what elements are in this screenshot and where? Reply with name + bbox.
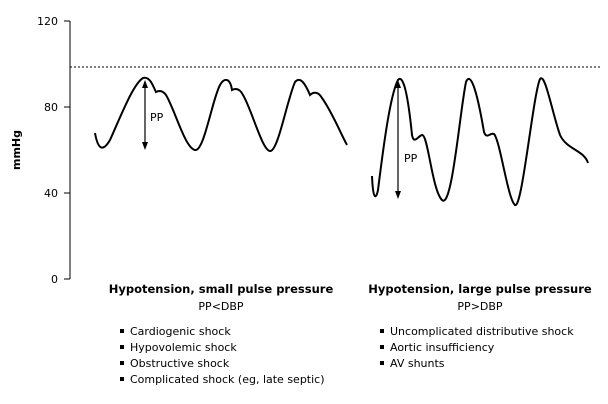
bullet-icon (380, 361, 384, 365)
causes-list-small-pp: Cardiogenic shock Hypovolemic shock Obst… (120, 324, 325, 388)
causes-list-large-pp: Uncomplicated distributive shock Aortic … (380, 324, 574, 372)
waveform-small-pulse-pressure (94, 76, 348, 152)
y-tick-label: 120 (37, 15, 58, 28)
list-item: Complicated shock (eg, late septic) (120, 372, 325, 388)
bullet-icon (120, 361, 124, 365)
bullet-icon (380, 345, 384, 349)
bullet-icon (120, 329, 124, 333)
pp-label-left: PP (150, 111, 164, 124)
bullet-icon (380, 329, 384, 333)
y-tick-label: 80 (44, 101, 58, 114)
panel-title-small-pp: Hypotension, small pulse pressure (108, 282, 334, 296)
pp-arrowhead-down-right (395, 191, 401, 199)
list-item: Obstructive shock (120, 356, 325, 372)
list-item: Uncomplicated distributive shock (380, 324, 574, 340)
waveform-large-pulse-pressure (371, 77, 589, 207)
panel-subtitle-large-pp: PP>DBP (457, 300, 503, 313)
pp-arrowhead-up-left (142, 80, 148, 88)
panel-title-large-pp: Hypotension, large pulse pressure (368, 282, 592, 296)
pp-arrowhead-down-left (142, 142, 148, 150)
pp-label-right: PP (404, 152, 418, 165)
list-item: Hypovolemic shock (120, 340, 325, 356)
y-tick-label: 40 (44, 187, 58, 200)
y-tick-label: 0 (51, 273, 58, 286)
panel-subtitle-small-pp: PP<DBP (198, 300, 244, 313)
y-axis-label: mmHg (10, 130, 23, 170)
bullet-icon (120, 377, 124, 381)
list-item: Aortic insufficiency (380, 340, 574, 356)
bullet-icon (120, 345, 124, 349)
list-item: AV shunts (380, 356, 574, 372)
list-item: Cardiogenic shock (120, 324, 325, 340)
pp-arrowhead-up-right (395, 80, 401, 88)
y-axis-ticks: 0 40 80 120 (37, 15, 70, 286)
